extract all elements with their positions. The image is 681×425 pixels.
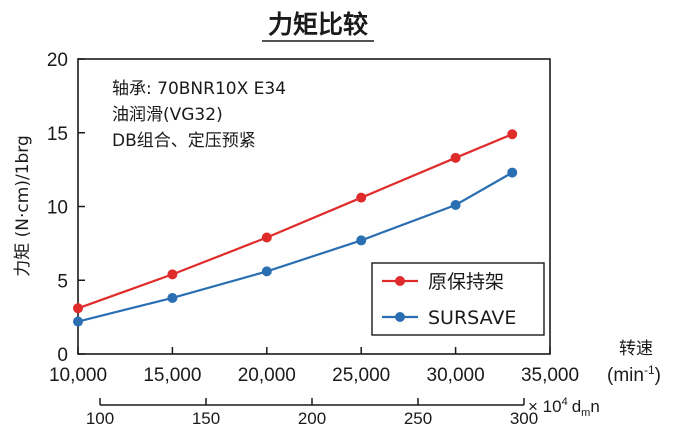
series-2-point [507, 167, 518, 178]
legend-swatch-marker [395, 276, 405, 286]
y-tick-label: 0 [57, 345, 68, 366]
x-tick-label: 30,000 [427, 365, 485, 386]
x2-label-times: × 10 [528, 397, 562, 416]
secondary-axis-ticks: 100 150 200 250 300 [86, 398, 538, 425]
legend-swatch-marker [395, 312, 405, 322]
series-1-point [261, 232, 272, 243]
x2-tick-label: 200 [298, 409, 326, 425]
series-1-point [356, 192, 367, 203]
series-line-2 [77, 171, 513, 323]
legend-items: 原保持架 SURSAVE [382, 271, 516, 329]
series-line-1 [77, 133, 513, 310]
series-1-point [507, 129, 518, 140]
secondary-axis-label: × 104 dmn [528, 396, 600, 419]
x2-tick-label: 100 [86, 409, 114, 425]
x-tick-label: 15,000 [143, 365, 201, 386]
y-tick-label: 20 [47, 50, 68, 71]
annotation-lubrication: 油润滑(VG32) [112, 105, 223, 125]
series-2-point [261, 266, 272, 277]
series-2-point [356, 235, 367, 246]
y-tick-label: 5 [57, 271, 68, 292]
annotation-bearing: 轴承: 70BNR10X E34 [112, 79, 286, 99]
x-tick-label: 35,000 [521, 365, 579, 386]
x-unit-sup: -1 [644, 363, 655, 377]
x2-label-sub: m [581, 407, 590, 419]
x-axis-ticks: 10,000 15,000 20,000 25,000 30,000 35,000 [49, 347, 579, 386]
x2-tick-label: 150 [192, 409, 220, 425]
series-1-point [167, 269, 178, 280]
chart-title: 力矩比较 [268, 10, 368, 39]
legend-label: SURSAVE [428, 307, 516, 329]
x-unit-close: ) [655, 365, 661, 386]
y-tick-label: 15 [47, 124, 68, 145]
series-layer [73, 129, 518, 327]
x-unit-open: (min [607, 365, 644, 386]
x-axis-label-speed: 转速 [619, 339, 653, 359]
x2-label-n: n [590, 397, 599, 416]
x2-label-sup: 4 [562, 396, 568, 408]
series-2-point [73, 316, 83, 327]
series-1-point [450, 152, 461, 163]
x-tick-label: 10,000 [49, 365, 107, 386]
x-tick-label: 25,000 [332, 365, 390, 386]
series-2-point [167, 292, 178, 303]
x2-label-d: d [572, 397, 581, 416]
y-axis-label: 力矩 (N·cm)/1brg [13, 135, 33, 277]
series-2-point [450, 200, 461, 211]
x-tick-label: 20,000 [238, 365, 296, 386]
x2-tick-label: 300 [510, 409, 538, 425]
series-1-point [73, 303, 83, 314]
x2-tick-label: 250 [404, 409, 432, 425]
y-tick-label: 10 [47, 198, 68, 219]
annotation-arrangement: DB组合、定压预紧 [112, 131, 256, 151]
x-axis-unit: (min-1) [607, 363, 661, 386]
y-axis-ticks: 0 5 10 15 20 [47, 50, 85, 366]
legend-label: 原保持架 [428, 271, 504, 293]
legend-box [371, 262, 545, 336]
